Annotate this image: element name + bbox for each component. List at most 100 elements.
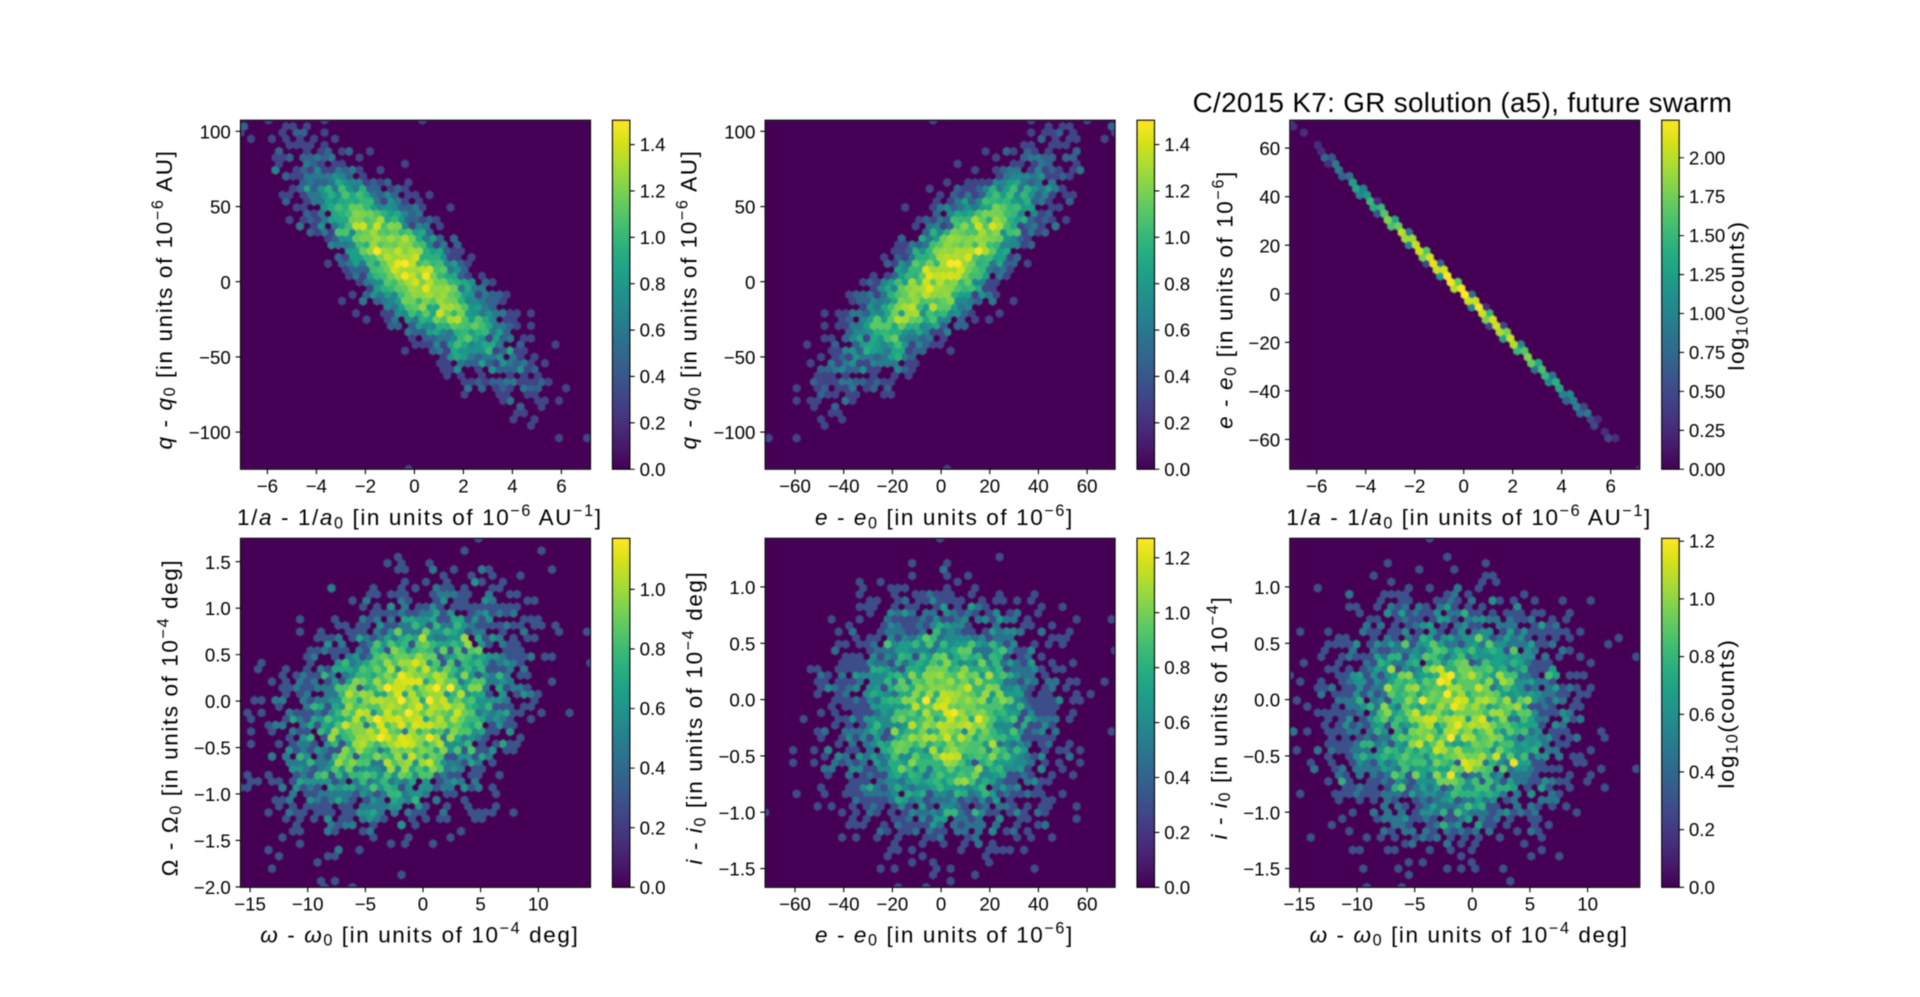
svg-text:20: 20 [979, 476, 1000, 497]
svg-text:−5: −5 [1404, 894, 1425, 915]
svg-text:i - i0​ [in units of 10−4​]: i - i0​ [in units of 10−4​] [1204, 596, 1234, 840]
svg-text:0.8: 0.8 [1164, 273, 1190, 294]
svg-text:1.0: 1.0 [1164, 227, 1190, 248]
svg-text:1.0: 1.0 [640, 579, 666, 600]
svg-text:0: 0 [1270, 284, 1280, 305]
svg-text:C/2015 K7: GR solution (a5), f: C/2015 K7: GR solution (a5), future swar… [1193, 87, 1733, 118]
svg-text:e - e0​ [in units of 10−6​]: e - e0​ [in units of 10−6​] [815, 502, 1074, 532]
svg-text:log10​(counts): log10​(counts) [1724, 220, 1751, 370]
svg-text:2: 2 [458, 476, 468, 497]
svg-text:−0.5: −0.5 [194, 738, 231, 759]
svg-text:0: 0 [1467, 894, 1477, 915]
svg-text:−40: −40 [1248, 381, 1280, 402]
svg-text:0.6: 0.6 [640, 320, 666, 341]
svg-text:0.0: 0.0 [1164, 459, 1190, 480]
svg-text:0.4: 0.4 [640, 758, 666, 779]
svg-text:−1.5: −1.5 [194, 831, 231, 852]
svg-text:−60: −60 [779, 476, 811, 497]
svg-text:−1.0: −1.0 [1243, 802, 1280, 823]
svg-text:e - e0​ [in units of 10−6​]: e - e0​ [in units of 10−6​] [815, 920, 1074, 950]
svg-text:6: 6 [556, 476, 566, 497]
svg-text:0.0: 0.0 [729, 690, 755, 711]
svg-text:−50: −50 [199, 347, 231, 368]
svg-text:−6: −6 [1306, 476, 1327, 497]
svg-text:60: 60 [1077, 894, 1098, 915]
svg-text:0: 0 [936, 476, 946, 497]
svg-text:0.5: 0.5 [729, 633, 755, 654]
svg-text:−1.5: −1.5 [1243, 859, 1280, 880]
svg-text:0.5: 0.5 [205, 645, 231, 666]
svg-text:0.4: 0.4 [1164, 366, 1190, 387]
svg-text:1.2: 1.2 [1164, 181, 1190, 202]
svg-text:ω - ω0​ [in units of 10−4​ deg: ω - ω0​ [in units of 10−4​ deg] [1310, 920, 1629, 950]
svg-text:5: 5 [475, 894, 485, 915]
svg-text:60: 60 [1259, 138, 1280, 159]
svg-text:0.0: 0.0 [1689, 877, 1715, 898]
svg-text:0.75: 0.75 [1689, 342, 1725, 363]
svg-text:−60: −60 [1248, 429, 1280, 450]
svg-text:40: 40 [1259, 187, 1280, 208]
svg-text:4: 4 [1556, 476, 1566, 497]
svg-text:0.0: 0.0 [640, 459, 666, 480]
svg-text:4: 4 [507, 476, 517, 497]
svg-text:1/a - 1/a0​ [in units of 10−6​: 1/a - 1/a0​ [in units of 10−6​ AU−1​] [1286, 502, 1652, 532]
svg-text:10: 10 [528, 894, 549, 915]
svg-text:1.75: 1.75 [1689, 186, 1725, 207]
svg-text:1/a - 1/a0​ [in units of 10−6​: 1/a - 1/a0​ [in units of 10−6​ AU−1​] [237, 502, 603, 532]
svg-text:100: 100 [724, 121, 755, 142]
svg-text:0.6: 0.6 [640, 698, 666, 719]
svg-text:0.4: 0.4 [1164, 767, 1190, 788]
svg-text:1.0: 1.0 [640, 227, 666, 248]
svg-text:−10: −10 [1341, 894, 1373, 915]
svg-text:0.2: 0.2 [640, 817, 666, 838]
svg-text:q - q0​ [in units of 10−6​ AU]: q - q0​ [in units of 10−6​ AU] [149, 150, 179, 450]
svg-text:−2.0: −2.0 [194, 877, 231, 898]
svg-text:10: 10 [1577, 894, 1598, 915]
svg-text:1.0: 1.0 [1254, 577, 1280, 598]
svg-text:−20: −20 [1248, 332, 1280, 353]
svg-text:0.50: 0.50 [1689, 381, 1725, 402]
svg-text:0.4: 0.4 [640, 366, 666, 387]
svg-text:0.2: 0.2 [1164, 412, 1190, 433]
svg-text:1.0: 1.0 [1689, 588, 1715, 609]
svg-text:−20: −20 [877, 476, 909, 497]
svg-text:20: 20 [1259, 235, 1280, 256]
svg-text:0.2: 0.2 [1689, 819, 1715, 840]
svg-text:0: 0 [745, 272, 755, 293]
svg-text:0.0: 0.0 [1164, 877, 1190, 898]
svg-text:−1.0: −1.0 [718, 802, 755, 823]
svg-text:−20: −20 [877, 894, 909, 915]
svg-text:0.8: 0.8 [1164, 657, 1190, 678]
svg-text:−4: −4 [306, 476, 327, 497]
svg-text:50: 50 [735, 197, 756, 218]
svg-text:−6: −6 [257, 476, 278, 497]
svg-text:−100: −100 [189, 422, 231, 443]
svg-text:1.4: 1.4 [1164, 134, 1190, 155]
svg-text:0.2: 0.2 [640, 412, 666, 433]
svg-text:0.6: 0.6 [1164, 712, 1190, 733]
svg-text:−100: −100 [713, 422, 755, 443]
svg-text:0.0: 0.0 [205, 691, 231, 712]
svg-text:0.00: 0.00 [1689, 459, 1725, 480]
svg-text:60: 60 [1077, 476, 1098, 497]
svg-text:1.4: 1.4 [640, 134, 666, 155]
svg-text:−60: −60 [779, 894, 811, 915]
svg-text:0.8: 0.8 [640, 273, 666, 294]
svg-text:0.8: 0.8 [640, 638, 666, 659]
svg-text:−1.5: −1.5 [718, 859, 755, 880]
svg-text:−50: −50 [724, 347, 756, 368]
svg-text:−40: −40 [828, 894, 860, 915]
svg-text:log10​(counts): log10​(counts) [1714, 639, 1741, 789]
svg-text:40: 40 [1028, 894, 1049, 915]
svg-text:2: 2 [1507, 476, 1517, 497]
svg-text:−15: −15 [1284, 894, 1316, 915]
svg-text:0.6: 0.6 [1689, 704, 1715, 725]
svg-text:−2: −2 [355, 476, 376, 497]
svg-text:−2: −2 [1404, 476, 1425, 497]
svg-text:0: 0 [409, 476, 419, 497]
svg-text:20: 20 [979, 894, 1000, 915]
svg-text:5: 5 [1525, 894, 1535, 915]
svg-text:1.0: 1.0 [729, 577, 755, 598]
svg-text:100: 100 [200, 121, 231, 142]
svg-text:2.00: 2.00 [1689, 147, 1725, 168]
